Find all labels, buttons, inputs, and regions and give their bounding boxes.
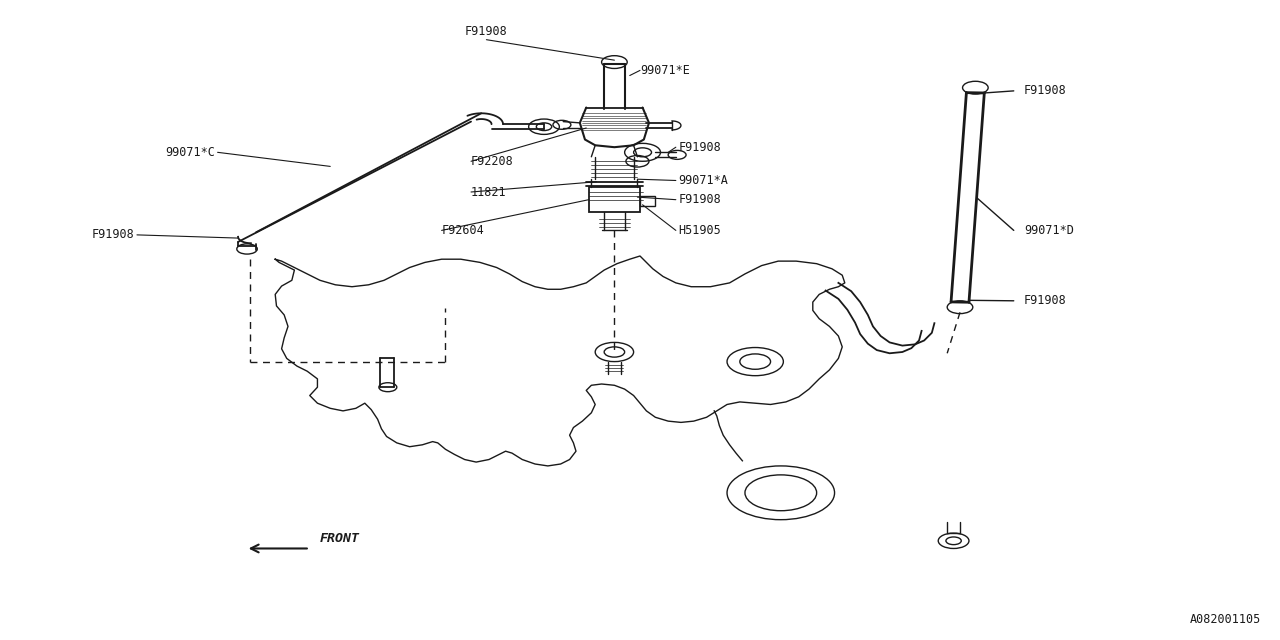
Text: F92208: F92208: [471, 155, 513, 168]
Bar: [589, 187, 640, 212]
Text: F91908: F91908: [92, 228, 134, 241]
Text: FRONT: FRONT: [320, 532, 360, 545]
Text: A082001105: A082001105: [1189, 613, 1261, 626]
Text: F91908: F91908: [465, 26, 508, 38]
Text: F91908: F91908: [678, 141, 721, 154]
Text: 99071*D: 99071*D: [1024, 224, 1074, 237]
Text: F91908: F91908: [1024, 294, 1066, 307]
Bar: [640, 196, 655, 206]
Text: H51905: H51905: [678, 224, 721, 237]
Text: F91908: F91908: [1024, 84, 1066, 97]
Text: F92604: F92604: [442, 224, 484, 237]
Text: F91908: F91908: [678, 193, 721, 206]
Text: 99071*E: 99071*E: [640, 64, 690, 77]
Text: 99071*A: 99071*A: [678, 174, 728, 187]
Text: 11821: 11821: [471, 186, 507, 198]
Text: 99071*C: 99071*C: [165, 146, 215, 159]
